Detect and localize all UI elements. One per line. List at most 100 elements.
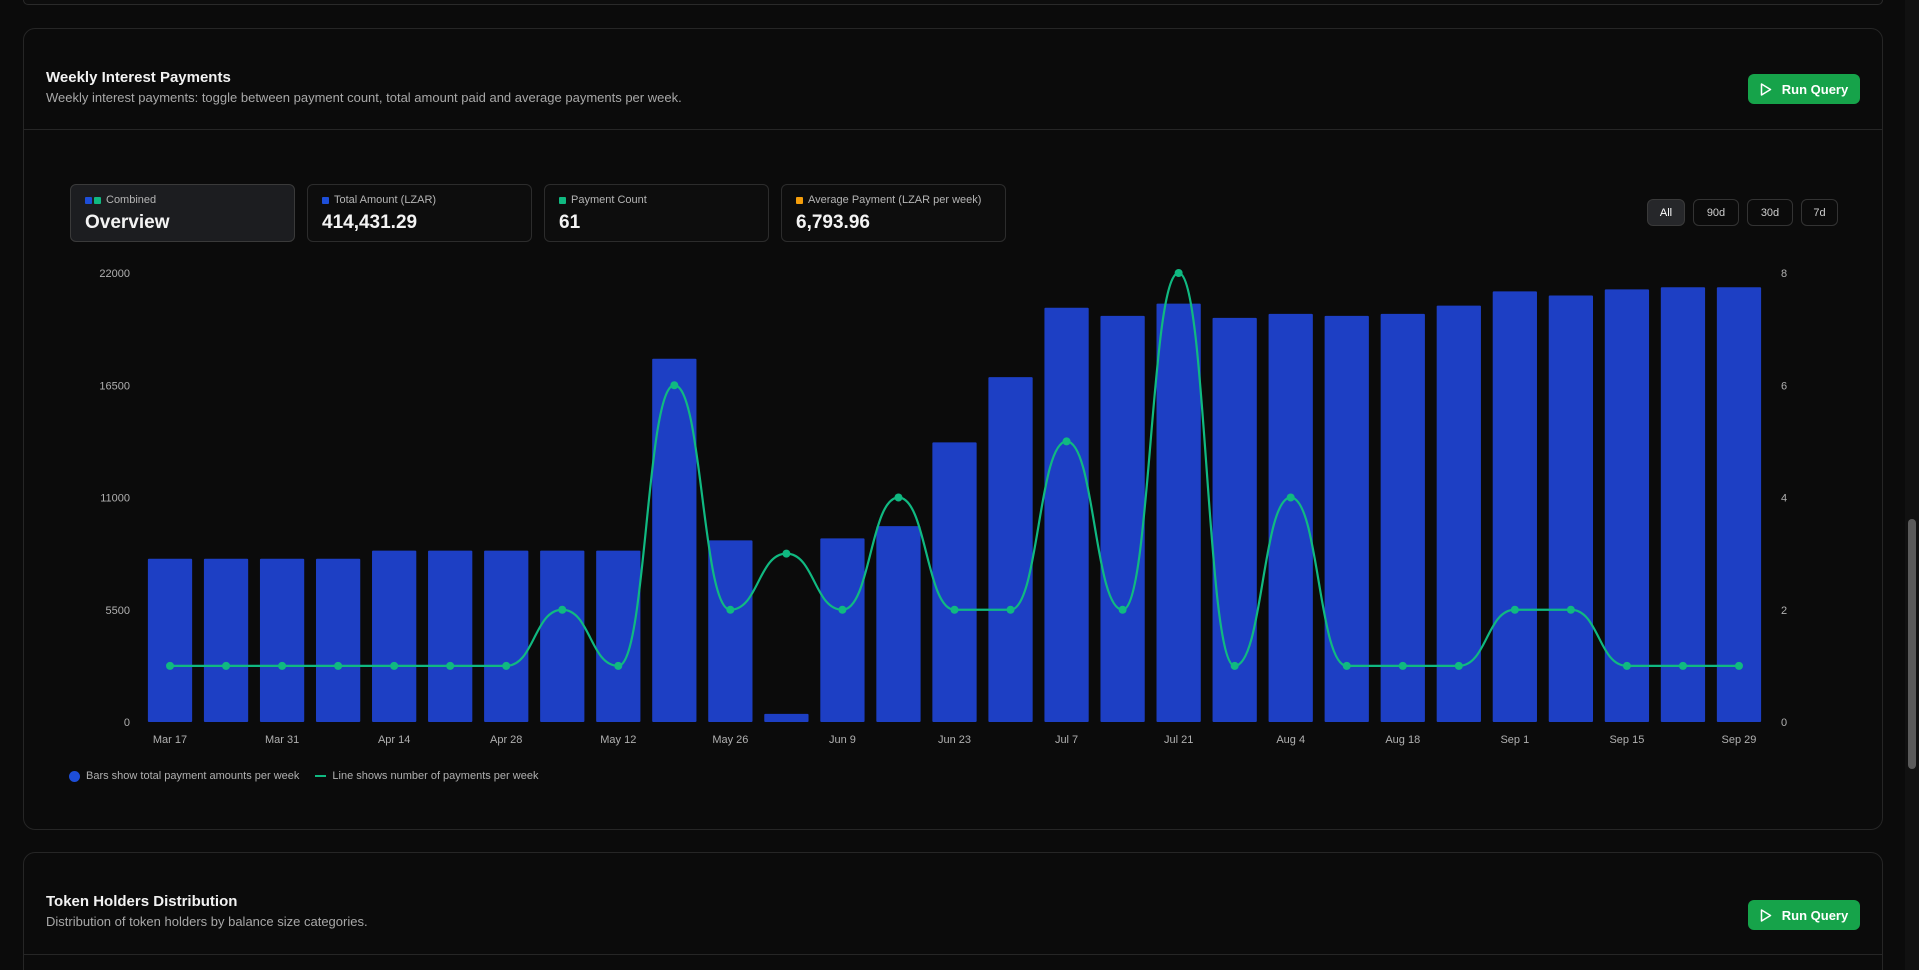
line-point[interactable] [1230, 661, 1239, 670]
bar[interactable] [147, 558, 193, 722]
stat-combined[interactable]: Combined Overview [70, 184, 295, 242]
bar[interactable] [820, 538, 865, 722]
bar[interactable] [1492, 291, 1537, 722]
amber-swatch-icon [796, 196, 803, 204]
line-point[interactable] [1734, 661, 1743, 670]
line-point[interactable] [1342, 661, 1351, 670]
line-point[interactable] [446, 661, 455, 670]
range-7d-button[interactable]: 7d [1801, 199, 1838, 226]
bar[interactable] [1156, 303, 1201, 722]
line-point[interactable] [502, 661, 511, 670]
x-tick-label: May 26 [712, 734, 748, 746]
bar[interactable] [259, 558, 305, 722]
bar[interactable] [484, 550, 529, 722]
bar[interactable] [1548, 295, 1594, 722]
line-point[interactable] [670, 381, 679, 390]
line-point[interactable] [1062, 437, 1071, 446]
y-right-tick-label: 4 [1781, 493, 1787, 505]
bar[interactable] [1212, 317, 1257, 722]
bar[interactable] [428, 550, 473, 722]
run-query-label: Run Query [1781, 81, 1849, 97]
bar[interactable] [1100, 315, 1145, 722]
line-point[interactable] [726, 605, 735, 614]
bar[interactable] [203, 558, 249, 722]
range-30d-button[interactable]: 30d [1747, 199, 1793, 226]
line-point[interactable] [614, 661, 623, 670]
bar[interactable] [1380, 313, 1425, 722]
stat-payment-count[interactable]: Payment Count 61 [544, 184, 769, 242]
bar[interactable] [596, 550, 641, 722]
run-query-label: Run Query [1781, 907, 1849, 923]
x-tick-label: Sep 1 [1500, 734, 1529, 746]
blue-swatch-icon [322, 196, 329, 204]
bar[interactable] [540, 550, 585, 722]
bar[interactable] [315, 558, 361, 722]
line-point[interactable] [950, 605, 959, 614]
line-point[interactable] [1622, 661, 1631, 670]
bar[interactable] [1324, 315, 1369, 722]
line-point[interactable] [1454, 661, 1463, 670]
bar[interactable] [1604, 289, 1650, 722]
stat-value: 61 [559, 212, 581, 233]
stat-label: Average Payment (LZAR per week) [808, 194, 982, 206]
stat-label: Payment Count [571, 194, 647, 206]
line-point[interactable] [222, 661, 231, 670]
bar[interactable] [708, 540, 753, 722]
bar[interactable] [932, 442, 977, 722]
line-point[interactable] [278, 661, 287, 670]
line-point[interactable] [1286, 493, 1295, 502]
line-point[interactable] [782, 549, 791, 558]
bar[interactable] [652, 358, 697, 722]
y-right-tick-label: 2 [1781, 605, 1787, 617]
bar[interactable] [1268, 313, 1313, 722]
x-tick-label: Jun 23 [938, 734, 971, 746]
play-icon [1760, 908, 1772, 922]
x-tick-label: Aug 4 [1276, 734, 1305, 746]
line-point[interactable] [334, 661, 343, 670]
run-query-button[interactable]: Run Query [1748, 74, 1860, 104]
token-holders-panel: Token Holders Distribution Distribution … [23, 852, 1883, 970]
range-all-button[interactable]: All [1647, 199, 1685, 226]
line-point[interactable] [838, 605, 847, 614]
line-point[interactable] [894, 493, 903, 502]
bar[interactable] [1436, 305, 1481, 722]
weekly-interest-panel: Weekly Interest Payments Weekly interest… [23, 28, 1883, 830]
bar[interactable] [764, 713, 809, 722]
line-point[interactable] [1118, 605, 1127, 614]
range-90d-button[interactable]: 90d [1693, 199, 1739, 226]
chart-legend: Bars show total payment amounts per week… [69, 770, 538, 782]
bar[interactable] [876, 526, 921, 722]
line-point[interactable] [1678, 661, 1687, 670]
weekly-payments-chart: 0 5500 11000 16500 22000 0 2 4 6 8 Mar 17 Mar 31 Apr… [99, 268, 1787, 746]
stat-total-amount[interactable]: Total Amount (LZAR) 414,431.29 [307, 184, 532, 242]
page-scrollbar[interactable] [1905, 0, 1919, 970]
legend-bar-swatch-icon [69, 770, 80, 782]
scrollbar-thumb[interactable] [1908, 519, 1916, 769]
line-point[interactable] [1174, 269, 1183, 277]
line-point[interactable] [1398, 661, 1407, 670]
legend-bars-label: Bars show total payment amounts per week [86, 770, 300, 782]
line-point[interactable] [1006, 605, 1015, 614]
bar[interactable] [988, 377, 1033, 722]
x-tick-label: Apr 14 [378, 734, 410, 746]
x-tick-label: Jul 7 [1055, 734, 1078, 746]
stat-value: 414,431.29 [322, 212, 418, 233]
x-tick-label: Aug 18 [1385, 734, 1420, 746]
stat-average-payment[interactable]: Average Payment (LZAR per week) 6,793.96 [781, 184, 1006, 242]
line-point[interactable] [1566, 605, 1575, 614]
panel-header: Token Holders Distribution Distribution … [24, 853, 1882, 955]
run-query-button[interactable]: Run Query [1748, 900, 1860, 930]
line-point[interactable] [1510, 605, 1519, 614]
stat-label: Combined [106, 194, 157, 206]
bar[interactable] [372, 550, 417, 722]
bar[interactable] [1660, 287, 1706, 722]
y-left-tick-label: 22000 [99, 268, 130, 280]
line-point[interactable] [390, 661, 399, 670]
line-point[interactable] [558, 605, 567, 614]
y-right-tick-label: 8 [1781, 268, 1787, 280]
bar[interactable] [1044, 307, 1089, 722]
line-point[interactable] [166, 661, 175, 670]
stat-count-label-row: Payment Count [559, 193, 754, 207]
y-left-tick-label: 5500 [106, 605, 130, 617]
bar[interactable] [1716, 287, 1762, 722]
